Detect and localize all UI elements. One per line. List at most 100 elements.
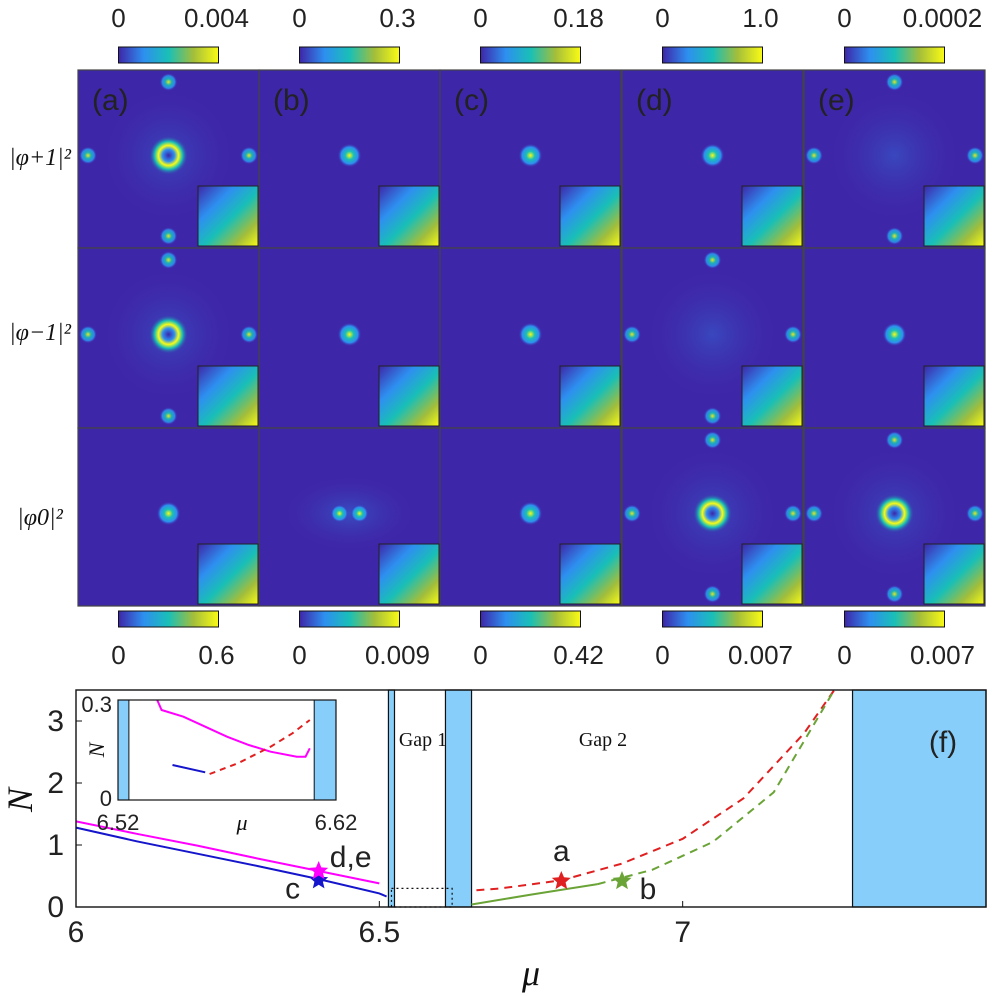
inset-series-line-1: [156, 699, 311, 758]
top-colorbar-1: 0 0.004: [111, 3, 249, 64]
inset-x-axis-label: μ: [235, 810, 247, 835]
phase-inset: [378, 365, 440, 427]
bottom-colorbar-3: 0 0.42: [473, 610, 604, 670]
density-spot: [518, 501, 543, 526]
panel-b-row-1: (b): [258, 69, 441, 249]
bottom-colorbar-5: 0 0.007: [837, 610, 975, 670]
colorbar-gradient: [299, 46, 400, 64]
colorbar-max-label: 0.007: [910, 640, 975, 670]
colorbar-min-label: 0: [111, 640, 125, 670]
row-labels: |φ+1|² |φ−1|² |φ0|²: [9, 145, 72, 531]
marker-label-b: b: [640, 873, 657, 906]
density-ring: [692, 493, 733, 534]
panel-a-row-2: [77, 247, 260, 429]
colorbar-gradient: [118, 46, 219, 64]
panel-c-row-1: (c): [439, 69, 622, 249]
density-side-spot: [703, 431, 722, 449]
density-side-spot: [703, 585, 722, 603]
density-spot: [518, 322, 543, 347]
colorbar-min-label: 0: [473, 640, 487, 670]
density-halo: [279, 473, 420, 554]
density-ring: [148, 135, 189, 176]
series-line-3: [476, 689, 836, 892]
inset-plot: 6.52 6.62 0 0.3 μ N: [81, 692, 357, 835]
density-side-spot: [159, 227, 178, 245]
density-spot: [882, 322, 907, 347]
density-spot: [156, 501, 181, 526]
colorbar-max-label: 0.6: [198, 640, 234, 670]
axes-frame: [75, 689, 987, 908]
x-tick-label: 7: [674, 916, 691, 949]
inset-y-axis-label: N: [84, 741, 109, 758]
colorbar-gradient: [844, 46, 945, 64]
inset-band-region-2: [313, 699, 337, 801]
top-colorbar-2: 0 0.3: [292, 3, 416, 64]
panel-label-f: (f): [929, 726, 957, 759]
density-spot: [337, 143, 362, 168]
colorbar-min-label: 0: [655, 640, 669, 670]
density-side-spot: [159, 73, 178, 91]
density-spot-left: [330, 504, 349, 523]
panel-e-row-2: [803, 247, 986, 429]
density-side-spot: [159, 407, 178, 425]
series-line-2: [75, 820, 380, 885]
marker-label-de: d,e: [330, 841, 372, 874]
series-line-5: [597, 689, 836, 886]
inset-y-tick-label: 0: [100, 786, 112, 811]
colorbar-gradient: [299, 610, 400, 628]
phase-inset: [378, 185, 440, 247]
panel-a-row-1: (a): [77, 69, 260, 249]
phase-inset: [741, 365, 803, 427]
row-label-3: |φ0|²: [17, 505, 63, 531]
panel-c-row-3: [439, 427, 622, 607]
top-colorbar-4: 0 1.0: [655, 3, 779, 64]
zoom-box: [390, 887, 453, 908]
band-region-2: [444, 689, 473, 908]
density-spot: [700, 143, 725, 168]
chart-f: Gap 1 Gap 2 a b c d,e 6 6.5 7 0 1 2 3 μ N (f) 6.52 6.62 0 0…: [0, 689, 987, 993]
y-tick-label: 1: [47, 829, 64, 862]
series-line-4: [471, 883, 598, 906]
panel-label: (b): [273, 84, 310, 117]
inset-band-region-1: [117, 699, 130, 801]
inset-y-tick-label: 0.3: [81, 692, 112, 717]
marker-label-a: a: [553, 835, 570, 868]
phase-inset: [197, 185, 259, 247]
phase-inset: [559, 543, 621, 605]
y-tick-label: 0: [47, 891, 64, 924]
colorbar-max-label: 1.0: [742, 3, 778, 33]
marker-label-c: c: [285, 872, 300, 905]
density-side-spot: [966, 146, 984, 165]
panel-d-row-3: [621, 427, 804, 607]
marker-star-a: [551, 871, 571, 890]
colorbar-gradient: [118, 610, 219, 628]
inset-x-tick-label: 6.62: [315, 810, 358, 835]
panel-d-row-2: [621, 247, 804, 429]
row-label-2: |φ−1|²: [9, 320, 72, 346]
colorbar-max-label: 0.0002: [903, 3, 983, 33]
density-side-spot: [240, 146, 258, 165]
colorbar-max-label: 0.004: [184, 3, 249, 33]
panel-label: (a): [92, 84, 129, 117]
panel-b-row-2: [258, 247, 441, 429]
bottom-colorbars: 0 0.6 0 0.009 0 0.42 0 0.007 0 0.007: [111, 610, 975, 670]
colorbar-max-label: 0.18: [553, 3, 604, 33]
panel-b-row-3: [258, 427, 441, 607]
panel-e-row-1: (e): [803, 69, 986, 249]
colorbar-max-label: 0.3: [379, 3, 415, 33]
row-label-1: |φ+1|²: [9, 145, 72, 171]
density-side-spot: [623, 325, 641, 344]
colorbar-min-label: 0: [837, 3, 851, 33]
series-line-1: [75, 826, 387, 898]
panel-c-row-2: [439, 247, 622, 429]
marker-star-de: [309, 861, 329, 880]
colorbar-max-label: 0.009: [365, 640, 430, 670]
phase-inset: [559, 365, 621, 427]
x-axis-label: μ: [521, 953, 540, 993]
marker-star-b: [612, 871, 632, 890]
colorbar-min-label: 0: [292, 3, 306, 33]
colorbar-min-label: 0: [292, 640, 306, 670]
phase-inset: [197, 543, 259, 605]
density-ring: [874, 493, 915, 534]
